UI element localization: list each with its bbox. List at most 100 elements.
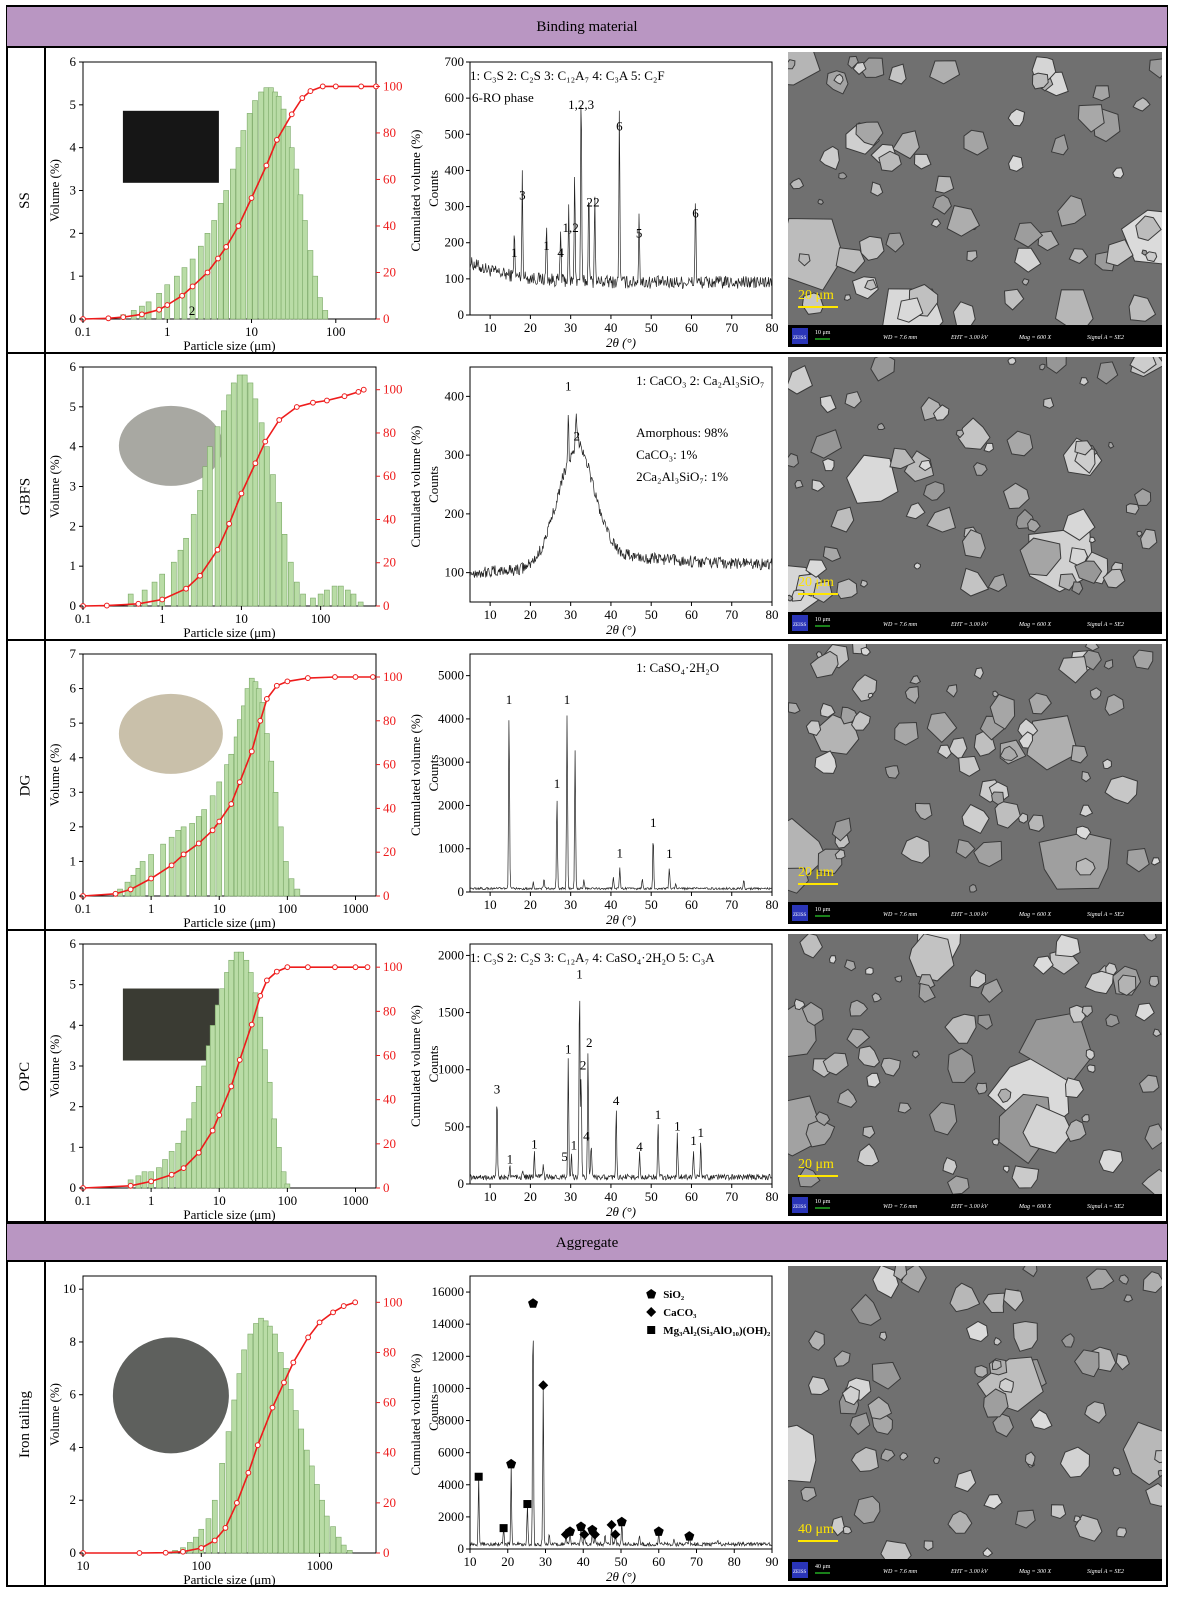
xrd-y-label: Counts (428, 1046, 441, 1083)
psd-y2-tick: 40 (383, 800, 396, 815)
sem-particle (880, 1448, 896, 1462)
sem-particle (788, 452, 799, 468)
sem-meta-text: Mag = 600 X (1018, 622, 1052, 628)
sem-particle (937, 744, 952, 760)
psd-bar (302, 220, 308, 320)
sem-particle (894, 975, 903, 983)
psd-bar (257, 1016, 264, 1189)
sem-particle (932, 194, 952, 215)
psd-y2-tick: 80 (383, 425, 396, 440)
psd-bar (214, 426, 221, 607)
sem-micrograph: 40 μm ZEISS 40 μm WD = 7.6 mm EHT = 3.00 kV M… (788, 1266, 1162, 1581)
psd-bar (246, 113, 253, 320)
sem-particle (793, 998, 806, 1011)
xrd-peak-label: 1 (655, 1107, 662, 1122)
xrd-y-tick: 200 (445, 235, 465, 250)
sem-particle (1129, 357, 1157, 374)
psd-y-tick: 8 (70, 1334, 77, 1349)
psd-bar (258, 91, 264, 320)
sem-particle (973, 462, 988, 476)
psd-y-label: Volume (%) (47, 1383, 62, 1446)
sem-particle (819, 145, 840, 171)
psd-bar (168, 1151, 175, 1189)
sem-particle (798, 253, 811, 267)
sem-particle (1071, 581, 1084, 596)
psd-bar (317, 593, 324, 607)
sem-particle (1019, 537, 1062, 577)
sem-particle (788, 594, 794, 602)
xrd-y-tick: 2000 (438, 1509, 464, 1524)
xrd-peak-label: 5 (561, 1149, 568, 1164)
sem-particle (841, 1385, 860, 1406)
cumulative-point (138, 311, 145, 318)
psd-bar (312, 275, 319, 320)
sem-particle (998, 1377, 1014, 1393)
psd-y2-tick: 80 (383, 1003, 396, 1018)
sem-particle (788, 867, 810, 894)
particle-size-chart: 0.1 1 10 100 1000 Particle size (μm) 0 1 2 3 4 5 6 Vo… (46, 936, 426, 1227)
sem-particle (969, 969, 987, 989)
psd-y-tick: 4 (70, 439, 77, 454)
sem-particle (947, 1047, 976, 1084)
sample-photo (122, 110, 219, 183)
sem-particle (912, 1050, 920, 1059)
row-label: DG (7, 640, 44, 930)
xrd-x-tick: 20 (524, 897, 537, 912)
cumulative-point (164, 302, 171, 308)
psd-bar (135, 1175, 142, 1189)
psd-bar (247, 1333, 254, 1554)
sem-particle (1062, 508, 1096, 541)
sem-particle (1031, 72, 1049, 90)
row-label-text: OPC (17, 1061, 33, 1091)
sem-particle (1089, 687, 1102, 700)
sem-particle (830, 1515, 846, 1537)
sem-particle (810, 429, 842, 459)
xrd-x-tick: 50 (615, 1554, 628, 1569)
sem-particle (991, 1138, 1000, 1146)
xrd-x-tick: 30 (564, 607, 577, 622)
psd-bar (130, 874, 137, 897)
cumulative-point (238, 490, 245, 497)
psd-bar (252, 398, 259, 607)
sem-particle (945, 684, 958, 698)
psd-y2-tick: 40 (383, 218, 396, 233)
sample-photo (122, 988, 219, 1061)
psd-y-tick: 6 (70, 936, 77, 951)
xrd-note: 2Ca₂Al₃SiO₇: 1% (636, 469, 728, 484)
sem-particle (993, 1336, 1002, 1346)
psd-y2-tick: 100 (383, 1294, 403, 1309)
psd-bar (145, 301, 152, 320)
cumulative-point (195, 840, 202, 847)
psd-bar (202, 466, 209, 607)
cumulative-point (299, 95, 306, 101)
xrd-x-tick: 80 (766, 897, 779, 912)
psd-y2-tick: 60 (383, 171, 396, 186)
psd-bar (197, 490, 203, 607)
psd-y2-tick: 20 (383, 1495, 396, 1510)
psd-plot: 0.1 1 10 100 Particle size (μm) 0 1 2 3 4 5 6 Volume… (47, 359, 423, 640)
psd-y-tick: 4 (70, 750, 77, 765)
xrd-x-tick: 70 (725, 607, 738, 622)
sem-particle (838, 172, 848, 180)
cumulative-point (103, 602, 110, 609)
cumulative-point (263, 977, 270, 984)
psd-x-tick: 100 (192, 1558, 212, 1573)
zeiss-logo-icon (792, 615, 808, 631)
xrd-y-tick: 10000 (432, 1380, 465, 1395)
psd-bar (175, 830, 182, 897)
sem-particle (1074, 447, 1096, 474)
sem-particle (822, 1052, 849, 1076)
psd-x-tick: 10 (213, 901, 226, 916)
psd-bar (186, 1118, 192, 1189)
xrd-phase-marker (499, 1524, 508, 1533)
sem-particle (999, 745, 1019, 762)
sem-particle (846, 454, 899, 504)
psd-x-tick: 0.1 (75, 324, 91, 339)
cumulative-point (273, 968, 280, 975)
label-column-divider (44, 1262, 46, 1587)
cumulative-point (269, 1404, 276, 1411)
row-divider (7, 1221, 1167, 1223)
sem-particle (801, 1001, 824, 1026)
xrd-x-tick: 30 (564, 897, 577, 912)
xrd-y-tick: 3000 (438, 754, 464, 769)
